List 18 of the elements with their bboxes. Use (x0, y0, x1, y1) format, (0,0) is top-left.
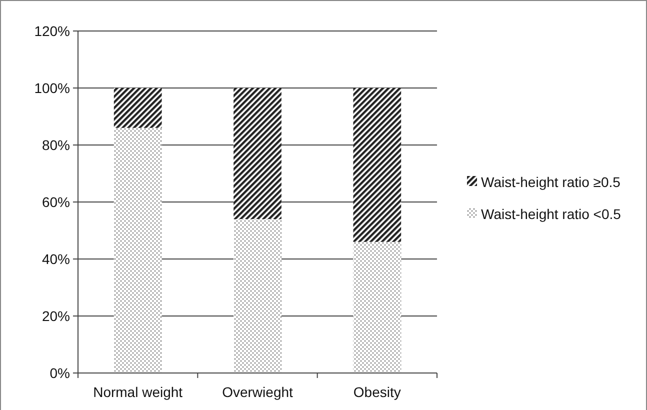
x-tick-label: Obesity (353, 384, 401, 400)
x-tick-label: Normal weight (93, 384, 183, 400)
legend-label: Waist-height ratio ≥0.5 (481, 174, 621, 190)
y-tick-label: 100% (34, 80, 70, 96)
legend-label: Waist-height ratio <0.5 (481, 206, 622, 222)
y-tick-label: 60% (42, 194, 70, 210)
y-tick-label: 80% (42, 136, 70, 153)
bar (353, 242, 402, 373)
y-tick-label: 40% (42, 250, 70, 267)
y-tick-label: 0% (50, 364, 70, 381)
bar (353, 88, 402, 242)
x-tick-label: Overwieght (222, 384, 294, 400)
bar (234, 219, 282, 373)
bar (114, 128, 162, 373)
bar (114, 88, 162, 128)
bar (234, 88, 282, 220)
y-tick-label: 20% (42, 308, 70, 324)
y-tick-label: 120% (34, 22, 70, 39)
